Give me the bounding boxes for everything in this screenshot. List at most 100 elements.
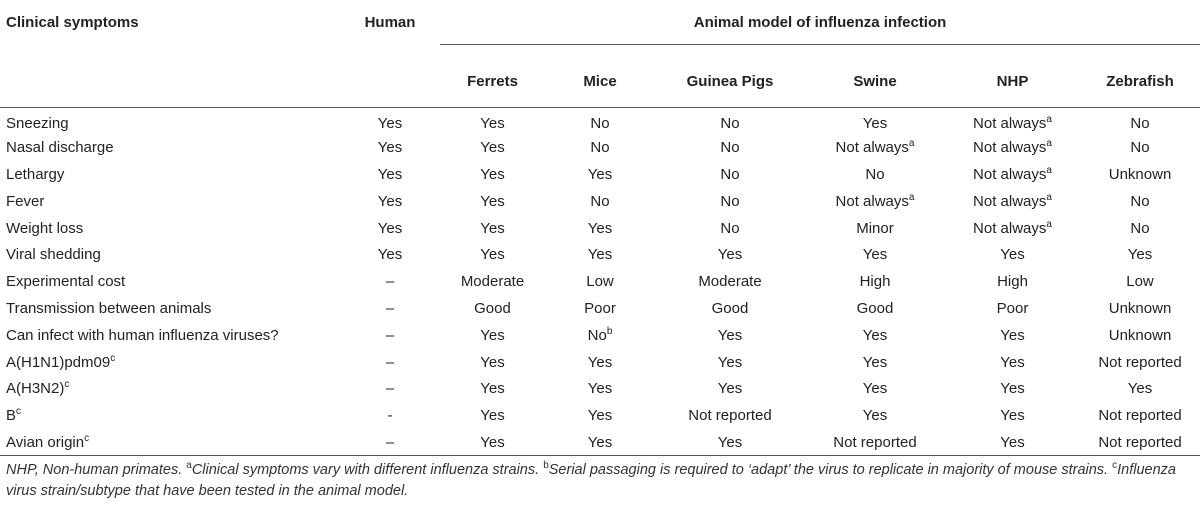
table-cell: No	[1080, 215, 1200, 242]
cell-value: Not reported	[1098, 353, 1182, 371]
cell-value: Not always	[835, 192, 909, 210]
table-cell: Yes	[545, 161, 655, 188]
table-cell: Yes	[340, 241, 440, 268]
cell-value: -	[387, 407, 393, 425]
cell-value: Not always	[973, 192, 1047, 210]
row-label: Fever	[0, 188, 340, 215]
table-row: Transmission between animals – Good Poor Goo…	[0, 295, 1200, 322]
cell-value: Yes	[480, 407, 505, 425]
cell-value: Yes	[377, 139, 403, 157]
cell-footnote-mark: a	[1046, 164, 1052, 176]
cell-value: No	[590, 192, 610, 210]
table-cell: Not alwaysa	[945, 215, 1080, 242]
row-label-text: A(H3N2)	[6, 380, 65, 398]
table-cell: Yes	[340, 134, 440, 161]
table-cell: No	[1080, 134, 1200, 161]
cell-value: Yes	[377, 165, 403, 183]
table-cell: Yes	[545, 349, 655, 376]
table-cell: Yes	[440, 188, 545, 215]
cell-footnote-mark: a	[1046, 113, 1052, 125]
table-cell: Not alwaysa	[945, 188, 1080, 215]
table-cell: Unknown	[1080, 322, 1200, 349]
cell-value: Yes	[587, 433, 613, 451]
row-label: Weight loss	[0, 215, 340, 242]
cell-value: Unknown	[1108, 326, 1172, 344]
header-human: Human	[364, 13, 416, 31]
cell-footnote-mark: a	[1046, 191, 1052, 203]
table-cell: Not reported	[805, 429, 945, 456]
cell-value: Yes	[587, 165, 613, 183]
cell-value: Yes	[1000, 326, 1025, 344]
footnote-abbrev: NHP, Non-human primates.	[6, 462, 187, 478]
table-cell: Yes	[440, 322, 545, 349]
header-zebrafish: Zebrafish	[1106, 72, 1174, 90]
cell-value: No	[1130, 139, 1150, 157]
cell-footnote-mark: b	[606, 325, 613, 337]
cell-value: Not reported	[833, 433, 917, 451]
cell-value: High	[997, 273, 1028, 291]
row-label: A(H3N2)c	[0, 375, 340, 402]
row-label-text: Transmission between animals	[6, 299, 212, 317]
cell-footnote-mark: a	[1046, 218, 1052, 230]
cell-value: No	[1130, 114, 1150, 132]
cell-value: Good	[711, 299, 749, 317]
table-cell: Yes	[340, 161, 440, 188]
cell-value: Yes	[480, 165, 505, 183]
table-cell: Not alwaysa	[805, 188, 945, 215]
table-cell: Yes	[945, 349, 1080, 376]
table-cell: Poor	[545, 295, 655, 322]
table-header: Clinical symptoms Human Animal model of …	[0, 0, 1200, 108]
cell-value: Yes	[377, 219, 403, 237]
row-label: Transmission between animals	[0, 295, 340, 322]
row-label-text: Sneezing	[6, 114, 69, 132]
table-cell: No	[805, 161, 945, 188]
table-cell: Not alwaysa	[805, 134, 945, 161]
table-cell: Yes	[440, 108, 545, 135]
cell-footnote-mark: a	[908, 138, 915, 150]
table-cell: –	[340, 322, 440, 349]
cell-value: Yes	[717, 353, 743, 371]
cell-value: Yes	[480, 139, 505, 157]
table-cell: Yes	[655, 375, 805, 402]
cell-value: –	[385, 380, 395, 398]
table-cell: Nob	[545, 322, 655, 349]
cell-value: Yes	[1000, 246, 1025, 264]
table-cell: Yes	[545, 429, 655, 456]
cell-value: Yes	[480, 380, 505, 398]
table-cell: Good	[805, 295, 945, 322]
table-cell: –	[340, 375, 440, 402]
table-row: Experimental cost – Moderate Low Moderate Hig…	[0, 268, 1200, 295]
table-cell: Not alwaysa	[945, 161, 1080, 188]
table-cell: –	[340, 268, 440, 295]
table-cell: Yes	[1080, 375, 1200, 402]
cell-value: –	[385, 273, 395, 291]
table-cell: High	[945, 268, 1080, 295]
table-cell: Yes	[945, 429, 1080, 456]
cell-value: No	[587, 326, 607, 344]
table-cell: Yes	[805, 108, 945, 135]
table-cell: Low	[1080, 268, 1200, 295]
table-cell: Good	[440, 295, 545, 322]
table-cell: Moderate	[440, 268, 545, 295]
cell-value: Yes	[1127, 380, 1153, 398]
row-label: Can infect with human influenza viruses?	[0, 322, 340, 349]
cell-value: Low	[1126, 273, 1154, 291]
table-cell: Yes	[545, 241, 655, 268]
cell-value: Yes	[1000, 433, 1025, 451]
table-cell: Yes	[945, 322, 1080, 349]
row-label-text: Weight loss	[6, 219, 84, 237]
table-cell: Yes	[340, 215, 440, 242]
cell-value: Yes	[862, 353, 888, 371]
table-cell: High	[805, 268, 945, 295]
cell-value: No	[590, 139, 610, 157]
cell-value: Not always	[973, 165, 1047, 183]
cell-value: Poor	[584, 299, 616, 317]
table-row: A(H3N2)c – Yes Yes Yes Yes Yes Yes	[0, 375, 1200, 402]
table-cell: Yes	[1080, 241, 1200, 268]
header-spacer	[0, 45, 340, 108]
cell-value: Yes	[1000, 407, 1025, 425]
header-spacer	[340, 45, 440, 108]
cell-value: Yes	[377, 192, 403, 210]
cell-value: Yes	[480, 114, 505, 132]
